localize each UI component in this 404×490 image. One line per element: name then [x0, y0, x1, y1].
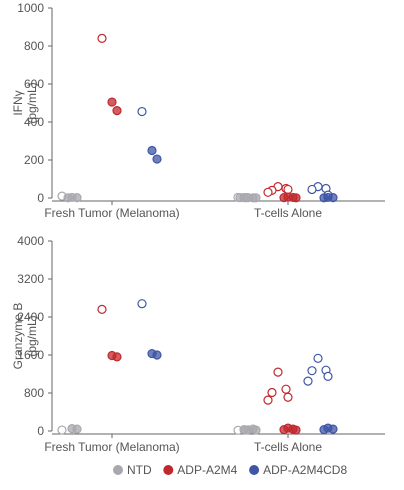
series-ntd [57, 191, 261, 203]
y-axis-title: Granzyme B(pg/mL) [11, 303, 39, 370]
legend-marker [163, 465, 174, 475]
data-point-adp-a2m4cd8 [328, 424, 338, 434]
legend-label: ADP-A2M4CD8 [263, 463, 347, 477]
data-point-adp-a2m4cd8 [147, 145, 157, 156]
legend: NTD ADP-A2M4 ADP-A2M4CD8 [113, 463, 347, 477]
data-point-adp-a2m4cd8 [152, 350, 162, 360]
y-tick-label: 0 [37, 424, 44, 438]
y-axis-title: IFNγ(pg/mL) [11, 82, 39, 123]
series-adp-a2m4 [97, 33, 301, 203]
legend-label: ADP-A2M4 [177, 463, 237, 477]
category-label-t-cells-alone: T-cells Alone [254, 440, 322, 454]
y-tick-label: 1000 [17, 1, 44, 15]
data-point-adp-a2m4cd8 [137, 299, 147, 309]
data-point-ntd [57, 425, 67, 435]
data-point-adp-a2m4cd8 [328, 193, 338, 203]
granzyme-b-panel: 0 800 1600 2400 3200 4000 Granzyme B(pg/mL) Fre… [11, 234, 385, 454]
data-point-adp-a2m4 [283, 184, 293, 195]
data-point-adp-a2m4 [273, 367, 283, 377]
y-tick-label: 0 [37, 191, 44, 205]
series-adp-a2m4cd8 [137, 106, 338, 203]
y-axis-title-line: (pg/mL) [25, 315, 39, 356]
y-axis-title-line: (pg/mL) [25, 82, 39, 123]
data-point-ntd [72, 193, 82, 203]
data-point-adp-a2m4cd8 [307, 366, 317, 376]
legend-item-ntd: NTD [113, 463, 152, 477]
y-tick-label: 3200 [17, 272, 44, 286]
ifng-panel: 0 200 400 600 800 1000 IFNγ(pg/mL) Fresh Tumor … [11, 1, 385, 220]
data-point-adp-a2m4cd8 [319, 424, 329, 435]
y-tick-label: 600 [24, 77, 44, 91]
data-point-adp-a2m4cd8 [307, 184, 317, 195]
data-point-adp-a2m4 [112, 105, 122, 116]
y-tick-label: 400 [24, 115, 44, 129]
data-point-adp-a2m4 [291, 193, 301, 203]
data-point-ntd [72, 424, 82, 434]
legend-item-adp-a2m4: ADP-A2M4 [163, 463, 238, 477]
y-tick-label: 4000 [17, 234, 44, 248]
y-tick-label: 800 [24, 386, 44, 400]
data-point-adp-a2m4 [279, 193, 289, 203]
legend-item-adp-a2m4cd8: ADP-A2M4CD8 [249, 463, 347, 477]
y-tick-label: 200 [24, 153, 44, 167]
y-axis-title-line: Granzyme B [11, 303, 25, 370]
y-tick-label: 2400 [17, 310, 44, 324]
data-point-adp-a2m4 [279, 424, 289, 435]
legend-marker [113, 465, 123, 475]
series-adp-a2m4 [97, 304, 301, 435]
legend-marker [249, 465, 260, 475]
y-tick-label: 1600 [17, 348, 44, 362]
y-axis-title-line: IFNγ [11, 90, 25, 115]
category-label-fresh-tumor-melanoma: Fresh Tumor (Melanoma) [44, 440, 179, 454]
data-point-adp-a2m4cd8 [152, 154, 162, 164]
data-point-adp-a2m4 [267, 387, 277, 398]
data-point-adp-a2m4 [97, 304, 107, 314]
series-adp-a2m4cd8 [137, 299, 338, 435]
data-point-ntd [239, 424, 249, 435]
data-point-adp-a2m4 [263, 395, 273, 405]
data-point-adp-a2m4 [291, 425, 301, 435]
data-point-adp-a2m4 [283, 392, 293, 402]
data-point-adp-a2m4 [107, 97, 117, 107]
data-point-ntd [235, 193, 245, 203]
data-point-adp-a2m4cd8 [323, 371, 333, 381]
y-tick-label: 800 [24, 39, 44, 53]
series-ntd [57, 424, 261, 435]
data-point-adp-a2m4 [112, 352, 122, 362]
category-label-t-cells-alone: T-cells Alone [254, 206, 322, 220]
data-point-adp-a2m4cd8 [303, 376, 313, 386]
data-point-adp-a2m4cd8 [313, 353, 323, 363]
data-point-adp-a2m4cd8 [137, 106, 147, 117]
data-point-adp-a2m4 [263, 187, 273, 197]
data-point-ntd [251, 425, 261, 435]
category-label-fresh-tumor-melanoma: Fresh Tumor (Melanoma) [44, 206, 179, 220]
data-point-adp-a2m4cd8 [319, 193, 329, 203]
data-point-adp-a2m4 [97, 33, 107, 44]
legend-label: NTD [127, 463, 152, 477]
data-point-adp-a2m4 [281, 384, 291, 394]
data-point-ntd [251, 193, 261, 203]
data-point-ntd [63, 193, 73, 203]
